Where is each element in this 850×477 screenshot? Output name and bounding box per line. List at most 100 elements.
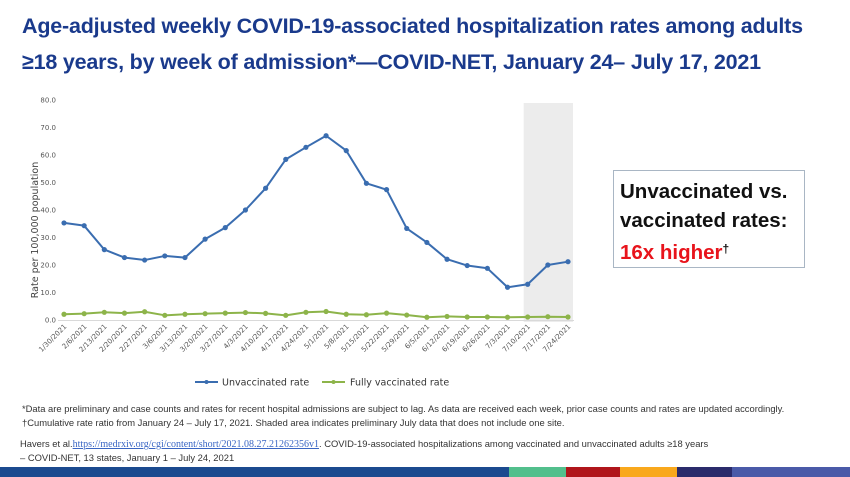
data-point-unvaccinated-rate — [182, 254, 188, 261]
data-point-fully-vaccinated-rate — [504, 314, 511, 320]
y-tick-label: 40.0 — [40, 207, 56, 215]
data-point-unvaccinated-rate — [404, 225, 410, 232]
citation-suffix: . COVID-19-associated hospitalizations a… — [319, 438, 709, 449]
data-point-fully-vaccinated-rate — [101, 309, 107, 315]
data-point-unvaccinated-rate — [61, 220, 67, 226]
data-point-fully-vaccinated-rate — [142, 309, 148, 315]
dagger-mark: † — [722, 242, 730, 256]
citation: Havers et al.https://medrxiv.org/cgi/con… — [20, 437, 708, 464]
legend-label-vaccinated: Fully vaccinated rate — [350, 378, 449, 389]
data-point-unvaccinated-rate — [303, 144, 309, 150]
series-unvaccinated-rate — [61, 133, 571, 290]
data-point-fully-vaccinated-rate — [202, 311, 208, 317]
title-line-1: Age-adjusted weekly COVID-19-associated … — [22, 14, 803, 38]
data-point-fully-vaccinated-rate — [444, 313, 450, 320]
data-point-unvaccinated-rate — [383, 187, 390, 193]
data-point-fully-vaccinated-rate — [464, 314, 470, 320]
data-point-fully-vaccinated-rate — [363, 312, 369, 318]
data-point-unvaccinated-rate — [162, 253, 168, 259]
legend-label-unvaccinated: Unvaccinated rate — [222, 378, 309, 389]
footnote-1: *Data are preliminary and case counts an… — [22, 403, 785, 414]
series-fully-vaccinated-rate — [61, 308, 571, 320]
citation-prefix: Havers et al. — [20, 438, 73, 449]
data-point-unvaccinated-rate — [464, 262, 470, 269]
data-point-fully-vaccinated-rate — [545, 314, 551, 320]
data-point-unvaccinated-rate — [121, 254, 128, 261]
data-point-fully-vaccinated-rate — [323, 308, 329, 315]
data-point-unvaccinated-rate — [545, 262, 551, 268]
data-point-unvaccinated-rate — [424, 239, 430, 246]
data-point-unvaccinated-rate — [222, 225, 228, 231]
data-point-fully-vaccinated-rate — [383, 310, 390, 316]
data-point-fully-vaccinated-rate — [182, 311, 188, 317]
footnote-2: †Cumulative rate ratio from January 24 –… — [22, 417, 565, 428]
y-tick-label: 70.0 — [40, 124, 56, 132]
data-point-unvaccinated-rate — [444, 256, 450, 262]
data-point-unvaccinated-rate — [242, 207, 249, 213]
series-line-fully-vaccinated-rate — [63, 310, 569, 319]
y-tick-label: 60.0 — [40, 152, 56, 160]
footer-bar-segment — [566, 467, 620, 477]
citation-link[interactable]: https://medrxiv.org/cgi/content/short/20… — [72, 439, 319, 450]
data-point-unvaccinated-rate — [504, 284, 511, 290]
y-axis-label: Rate per 100,000 population — [30, 162, 41, 298]
x-axis-ticks: 1/30/20212/6/20212/13/20212/20/20212/27/… — [37, 323, 572, 354]
y-tick-label: 0.0 — [45, 317, 56, 325]
y-tick-label: 20.0 — [40, 262, 56, 270]
data-point-fully-vaccinated-rate — [263, 310, 269, 316]
data-point-fully-vaccinated-rate — [81, 311, 87, 317]
y-tick-label: 80.0 — [40, 97, 56, 105]
data-point-unvaccinated-rate — [142, 257, 148, 263]
shaded-region-preliminary — [523, 103, 573, 322]
data-point-fully-vaccinated-rate — [121, 310, 128, 316]
data-point-unvaccinated-rate — [565, 259, 571, 265]
data-point-fully-vaccinated-rate — [222, 310, 228, 316]
data-point-fully-vaccinated-rate — [404, 312, 410, 318]
data-point-fully-vaccinated-rate — [525, 314, 531, 320]
y-tick-label: 10.0 — [40, 289, 56, 297]
data-point-fully-vaccinated-rate — [303, 309, 309, 315]
citation-line-1: Havers et al.https://medrxiv.org/cgi/con… — [20, 437, 708, 451]
y-tick-label: 30.0 — [40, 234, 56, 242]
footer-bar-segment — [620, 467, 677, 477]
data-point-fully-vaccinated-rate — [424, 314, 430, 320]
callout-line-2: vaccinated rates: — [620, 209, 788, 232]
legend-marker-vaccinated — [331, 380, 336, 384]
data-point-fully-vaccinated-rate — [242, 309, 249, 316]
callout-line-1: Unvaccinated vs. — [620, 180, 788, 203]
citation-line-2: – COVID-NET, 13 states, January 1 – July… — [20, 452, 235, 463]
data-point-fully-vaccinated-rate — [565, 314, 571, 320]
callout-line-3: 16x higher† — [620, 235, 804, 267]
data-point-unvaccinated-rate — [283, 156, 289, 162]
data-point-unvaccinated-rate — [263, 185, 269, 191]
title-line-2: ≥18 years, by week of admission*—COVID-N… — [22, 50, 761, 74]
series-group — [61, 133, 571, 320]
y-tick-label: 50.0 — [40, 179, 56, 187]
callout-box: Unvaccinated vs. vaccinated rates: 16x h… — [613, 170, 805, 268]
data-point-fully-vaccinated-rate — [484, 314, 490, 320]
data-point-unvaccinated-rate — [484, 265, 490, 271]
data-point-unvaccinated-rate — [202, 236, 208, 242]
data-point-unvaccinated-rate — [525, 281, 531, 287]
footer-bar-segment — [732, 467, 850, 477]
footnotes: *Data are preliminary and case counts an… — [22, 402, 784, 430]
callout-highlight: 16x higher — [620, 241, 723, 264]
data-point-fully-vaccinated-rate — [162, 312, 168, 318]
y-axis-ticks: 0.0 10.0 20.0 30.0 40.0 50.0 60.0 70.0 80.0 — [40, 97, 56, 325]
legend-marker-unvaccinated — [204, 380, 209, 384]
data-point-unvaccinated-rate — [101, 247, 107, 253]
footer-bar-segment — [0, 467, 509, 477]
data-point-fully-vaccinated-rate — [343, 311, 349, 317]
data-point-unvaccinated-rate — [363, 180, 369, 186]
page-title: Age-adjusted weekly COVID-19-associated … — [22, 8, 842, 80]
series-line-unvaccinated-rate — [63, 134, 569, 289]
footer-bar-segment — [509, 467, 566, 477]
data-point-unvaccinated-rate — [81, 223, 87, 229]
footer-bar-segment — [677, 467, 732, 477]
chart-legend: Unvaccinated rate Fully vaccinated rate — [195, 378, 449, 389]
data-point-fully-vaccinated-rate — [61, 311, 67, 317]
line-chart: 0.0 10.0 20.0 30.0 40.0 50.0 60.0 70.0 80.0 Rate… — [30, 97, 574, 389]
data-point-unvaccinated-rate — [323, 133, 329, 139]
data-point-fully-vaccinated-rate — [283, 312, 289, 318]
data-point-unvaccinated-rate — [343, 148, 349, 154]
